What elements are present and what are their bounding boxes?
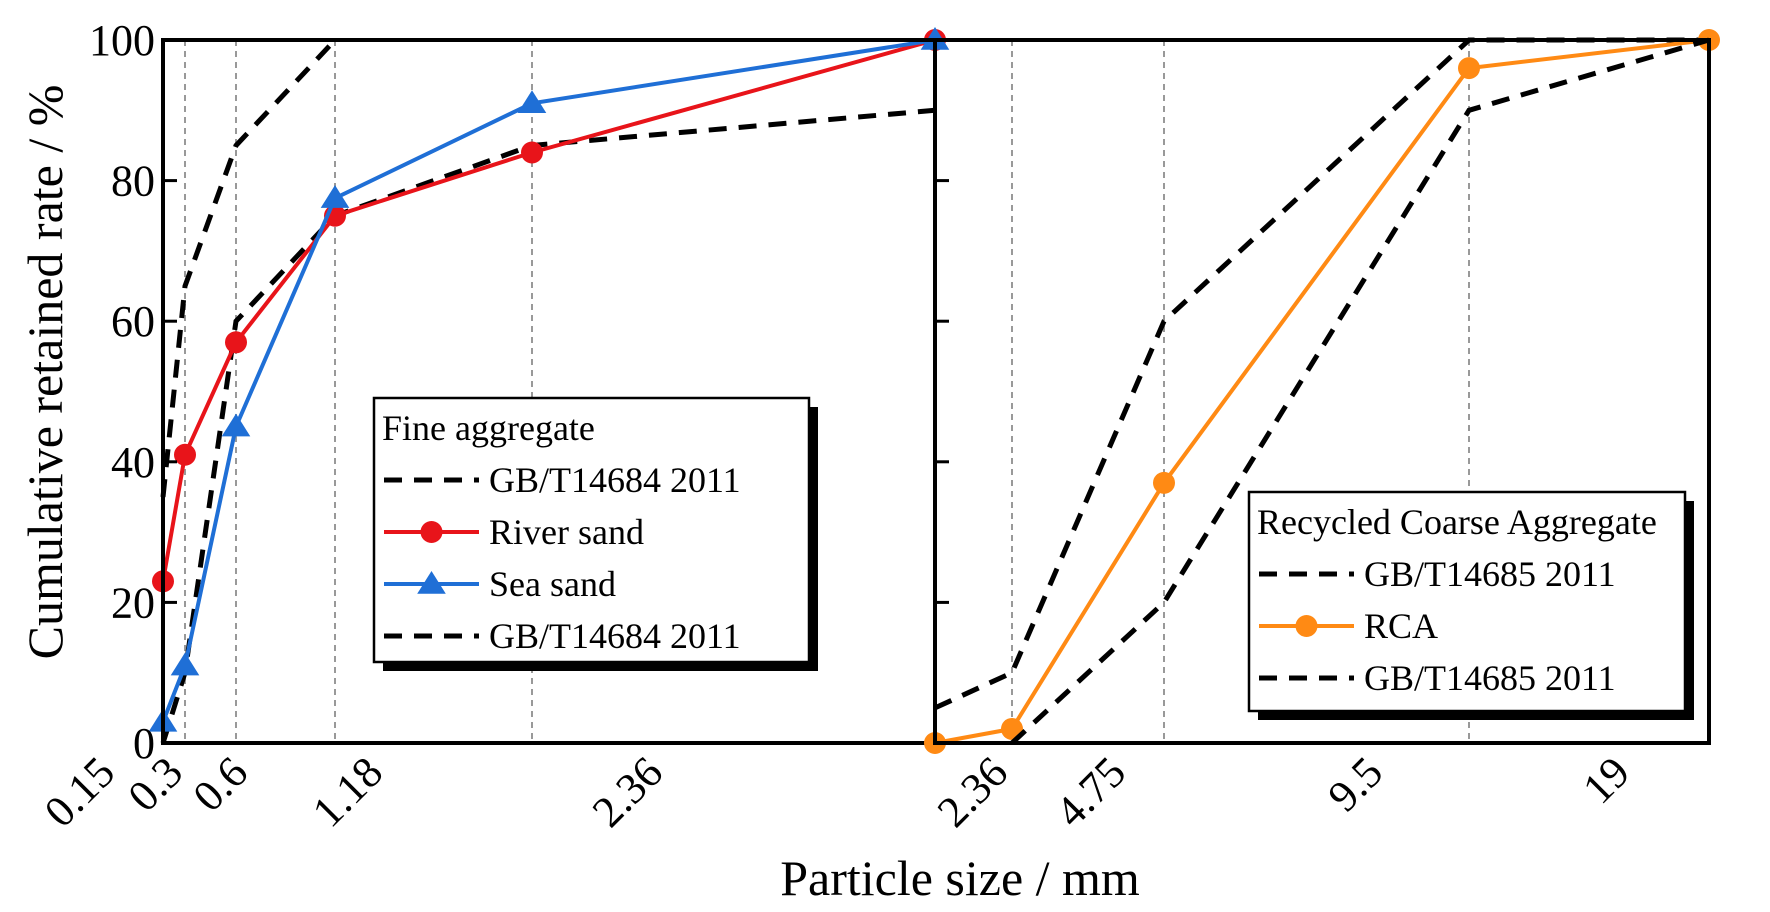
legend-title: Fine aggregate	[382, 408, 595, 448]
legend-marker	[420, 521, 443, 543]
series-line-gb-t14685-2011	[1010, 37, 1710, 745]
legend-entry: Sea sand	[489, 564, 616, 604]
legend-entry: GB/T14685 2011	[1364, 554, 1616, 594]
x-tick-label: 19	[1573, 747, 1639, 813]
legend-entry: GB/T14685 2011	[1364, 658, 1616, 698]
data-point	[221, 413, 251, 437]
y-tick-label: 0	[133, 719, 155, 768]
x-tick-label: 2.36	[583, 747, 672, 836]
left-panel: 0 20 40 60 80 100 0.150.30.6 1.18 2.36 Fine aggre…	[35, 16, 950, 837]
legend-entry: River sand	[489, 512, 644, 552]
legend-marker	[1295, 615, 1318, 637]
data-point	[521, 141, 543, 164]
legend-marker	[417, 571, 446, 594]
y-tick-label: 60	[111, 297, 155, 346]
data-point	[170, 652, 200, 676]
series-line-gb-t14684-2011	[160, 38, 337, 498]
legend-entry: GB/T14684 2011	[489, 460, 741, 500]
data-point	[225, 331, 247, 354]
plot-frame	[933, 38, 1711, 745]
y-tick-label: 80	[111, 157, 155, 206]
data-point	[517, 90, 547, 114]
x-tick-label: 0.6	[184, 747, 258, 821]
y-tick-label: 100	[89, 16, 155, 65]
data-point	[1153, 471, 1175, 494]
x-tick-label: 0.15	[35, 747, 124, 836]
x-tick-label: 1.18	[303, 747, 392, 836]
x-tick-label: 9.5	[1319, 747, 1393, 821]
data-point	[320, 185, 350, 208]
legend-entry: RCA	[1364, 606, 1438, 646]
data-point	[1458, 57, 1480, 80]
x-tick-label: 0.3	[119, 747, 193, 821]
data-point	[1001, 717, 1023, 740]
legend-title: Recycled Coarse Aggregate	[1257, 502, 1657, 542]
y-axis-title: Cumulative retained rate / %	[17, 85, 73, 660]
y-tick-label: 40	[111, 438, 155, 487]
right-panel: 2.36 4.75 9.5 19 Recycled Coarse Aggregate GB…	[924, 29, 1720, 837]
x-axis-title: Particle size / mm	[780, 850, 1140, 906]
y-tick-label: 20	[111, 578, 155, 627]
series-line-gb-t14684-2011	[160, 107, 936, 744]
data-point	[174, 443, 196, 466]
legend-box	[1247, 490, 1687, 713]
series-line-river-sand	[161, 38, 936, 582]
legend-entry: GB/T14684 2011	[489, 616, 741, 656]
x-tick-label: 2.36	[928, 747, 1017, 836]
x-tick-label: 4.75	[1046, 747, 1135, 836]
